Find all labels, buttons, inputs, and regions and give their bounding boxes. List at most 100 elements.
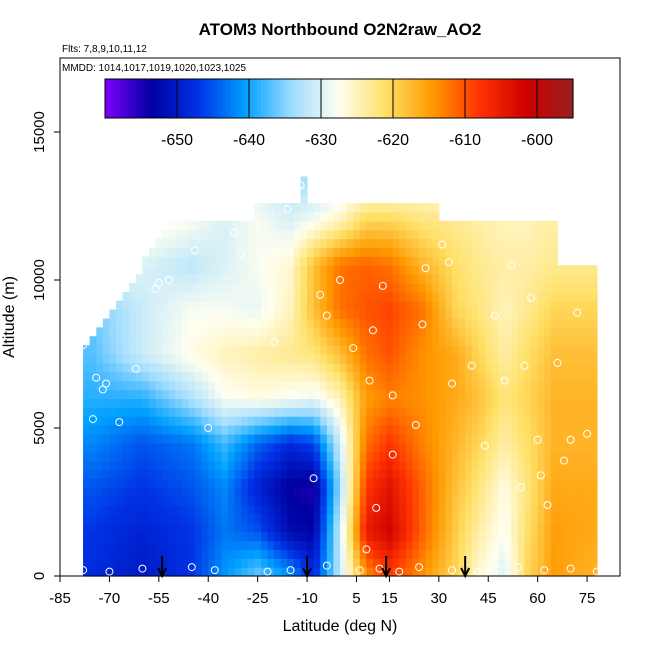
heatmap-cell xyxy=(438,407,447,417)
heatmap-cell xyxy=(326,522,335,533)
heatmap-cell xyxy=(267,318,275,328)
heatmap-cell xyxy=(287,558,295,568)
heatmap-cell xyxy=(465,469,473,479)
heatmap-cell xyxy=(313,531,321,542)
heatmap-cell xyxy=(419,345,427,355)
heatmap-cell xyxy=(188,354,196,364)
heatmap-cell xyxy=(300,256,308,266)
y-tick-label: 0 xyxy=(31,572,48,580)
heatmap-cell xyxy=(471,504,479,515)
heatmap-cell xyxy=(280,469,288,479)
heatmap-cell xyxy=(254,567,262,577)
heatmap-cell xyxy=(386,265,394,275)
heatmap-cell xyxy=(372,282,381,293)
heatmap-cell xyxy=(247,451,255,462)
heatmap-cell xyxy=(102,398,111,408)
heatmap-cell xyxy=(537,291,545,302)
heatmap-cell xyxy=(412,327,420,337)
heatmap-cell xyxy=(241,398,249,408)
heatmap-cell xyxy=(234,274,242,284)
heatmap-cell xyxy=(234,265,242,275)
heatmap-cell xyxy=(96,558,104,568)
heatmap-cell xyxy=(405,318,414,328)
heatmap-cell xyxy=(537,442,545,453)
heatmap-cell xyxy=(577,362,585,373)
heatmap-cell xyxy=(471,291,479,302)
heatmap-cell xyxy=(326,469,335,479)
heatmap-cell xyxy=(116,442,124,453)
heatmap-cell xyxy=(478,256,486,266)
heatmap-cell xyxy=(116,300,124,311)
heatmap-cell xyxy=(425,469,433,479)
sample-point xyxy=(349,344,358,353)
heatmap-cell xyxy=(392,238,400,249)
heatmap-cell xyxy=(359,380,367,391)
heatmap-cell xyxy=(307,229,315,240)
heatmap-cell xyxy=(307,291,315,302)
colorbar-segment xyxy=(389,79,395,118)
heatmap-cell xyxy=(155,558,163,568)
colorbar-segment xyxy=(210,79,215,118)
heatmap-cell xyxy=(405,203,414,213)
heatmap-cell xyxy=(142,407,150,417)
heatmap-cell xyxy=(452,220,460,231)
heatmap-cell xyxy=(425,407,433,417)
heatmap-cell xyxy=(221,460,229,471)
heatmap-cell xyxy=(155,496,163,506)
heatmap-cell xyxy=(564,336,572,346)
heatmap-cell xyxy=(267,327,275,337)
heatmap-cell xyxy=(280,522,288,533)
heatmap-cell xyxy=(267,522,275,533)
colorbar-segment xyxy=(257,79,262,118)
heatmap-cell xyxy=(129,407,137,417)
heatmap-cell xyxy=(544,238,552,249)
heatmap-cell xyxy=(287,274,295,284)
heatmap-cell xyxy=(89,522,97,533)
heatmap-cell xyxy=(162,291,170,302)
heatmap-cell xyxy=(155,433,163,444)
heatmap-cell xyxy=(478,309,486,320)
heatmap-cell xyxy=(326,416,335,426)
heatmap-cell xyxy=(498,354,506,364)
heatmap-cell xyxy=(392,398,400,408)
heatmap-cell xyxy=(471,487,479,497)
heatmap-cell xyxy=(425,229,433,240)
heatmap-cell xyxy=(96,549,104,559)
heatmap-cell xyxy=(564,407,572,417)
heatmap-cell xyxy=(432,433,440,444)
heatmap-cell xyxy=(452,433,460,444)
heatmap-cell xyxy=(504,247,512,257)
heatmap-cell xyxy=(544,371,552,382)
heatmap-cell xyxy=(188,433,196,444)
heatmap-cell xyxy=(181,460,190,471)
heatmap-cell xyxy=(399,238,407,249)
heatmap-cell xyxy=(162,487,170,497)
heatmap-cell xyxy=(372,327,381,337)
heatmap-cell xyxy=(550,487,559,497)
sample-point xyxy=(217,385,226,394)
heatmap-cell xyxy=(372,220,381,231)
heatmap-cell xyxy=(260,496,269,506)
heatmap-cell xyxy=(491,371,499,382)
heatmap-cell xyxy=(208,354,216,364)
sample-point xyxy=(289,391,298,400)
heatmap-cell xyxy=(372,442,381,453)
heatmap-cell xyxy=(577,504,585,515)
heatmap-cell xyxy=(438,336,447,346)
colorbar-segment xyxy=(342,79,348,118)
heatmap-cell xyxy=(188,362,196,373)
heatmap-cell xyxy=(511,345,519,355)
heatmap-cell xyxy=(550,309,559,320)
heatmap-cell xyxy=(241,460,249,471)
colorbar-segment xyxy=(253,79,258,118)
heatmap-cell xyxy=(379,229,387,240)
heatmap-cell xyxy=(195,540,203,550)
heatmap-cell xyxy=(353,558,361,568)
heatmap-cell xyxy=(590,318,598,328)
heatmap-cell xyxy=(524,522,532,533)
heatmap-cell xyxy=(142,371,150,382)
heatmap-cell xyxy=(214,398,223,408)
heatmap-cell xyxy=(438,567,447,577)
heatmap-cell xyxy=(234,256,242,266)
heatmap-cell xyxy=(379,460,387,471)
